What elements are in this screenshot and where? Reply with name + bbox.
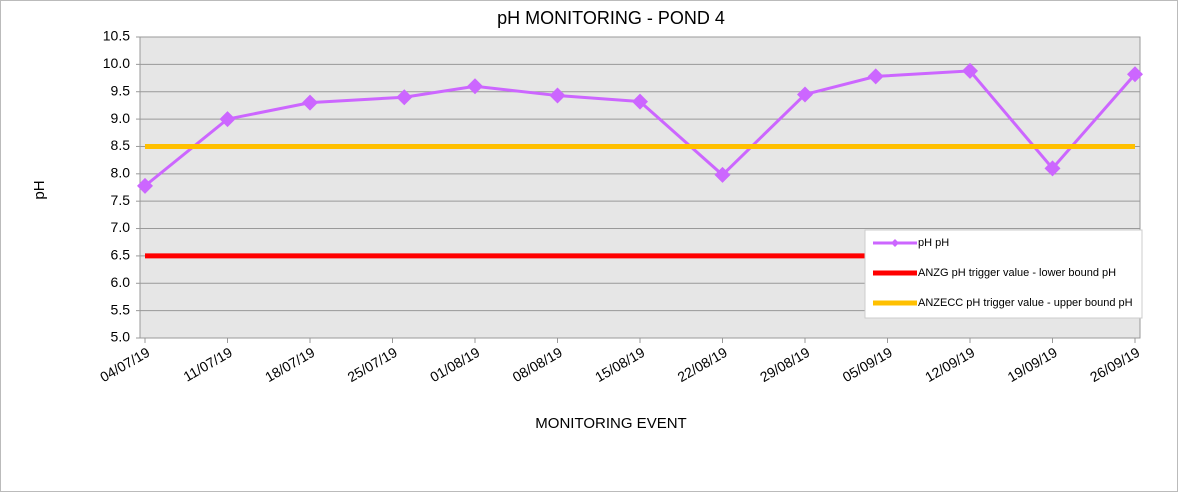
- y-tick-label: 8.0: [111, 165, 131, 181]
- marker: [797, 86, 813, 103]
- y-tick-label: 9.0: [111, 110, 131, 126]
- marker: [302, 94, 318, 111]
- y-tick-label: 8.5: [111, 137, 131, 153]
- marker: [1044, 160, 1061, 177]
- marker: [549, 87, 566, 104]
- chart-title: pH MONITORING - POND 4: [497, 8, 725, 28]
- marker: [1127, 66, 1143, 83]
- y-tick-label: 5.0: [111, 329, 131, 345]
- y-tick-label: 9.5: [111, 82, 131, 98]
- legend-label: ANZG pH trigger value - lower bound pH: [918, 267, 1116, 279]
- marker: [219, 111, 236, 128]
- y-axis-label: pH: [31, 180, 48, 199]
- marker: [396, 89, 413, 106]
- y-tick-label: 10.5: [103, 28, 130, 44]
- marker: [467, 78, 483, 95]
- y-tick-label: 6.5: [111, 247, 131, 263]
- x-axis-label: MONITORING EVENT: [535, 415, 686, 432]
- y-tick-label: 6.0: [111, 274, 131, 290]
- legend-marker: [891, 239, 899, 247]
- marker: [714, 166, 731, 183]
- marker: [137, 177, 153, 194]
- marker: [632, 93, 648, 110]
- y-tick-label: 7.5: [111, 192, 131, 208]
- legend-label: pH pH: [918, 237, 949, 249]
- marker: [962, 62, 978, 79]
- y-tick-label: 7.0: [111, 219, 131, 235]
- y-tick-label: 10.0: [103, 55, 130, 71]
- legend-label: ANZECC pH trigger value - upper bound pH: [918, 297, 1133, 309]
- y-tick-label: 5.5: [111, 301, 131, 317]
- marker: [867, 68, 884, 85]
